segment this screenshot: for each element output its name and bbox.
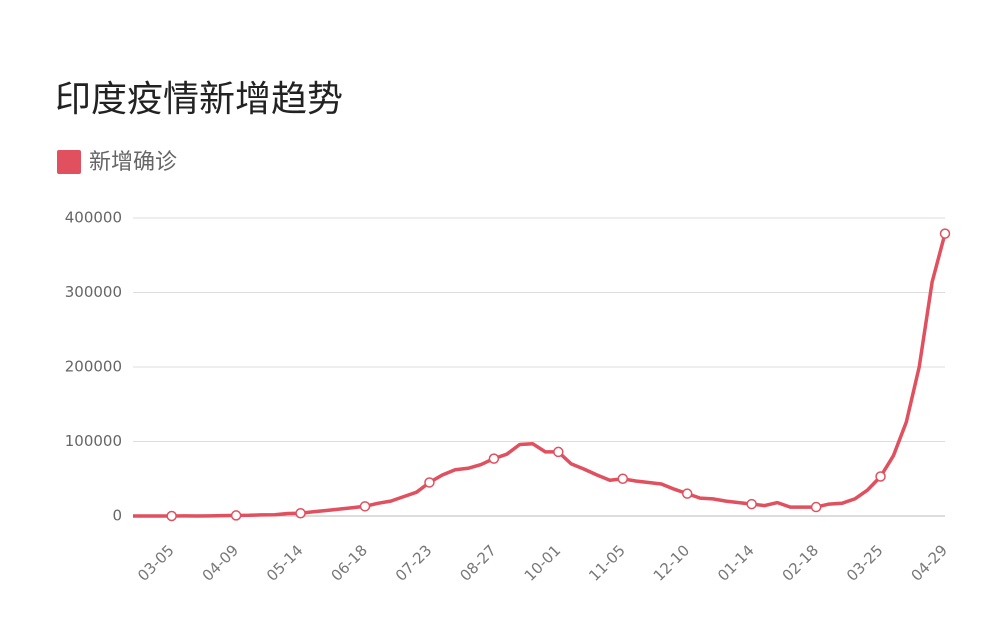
- point: [810, 501, 822, 513]
- point: [939, 228, 951, 239]
- x-tick-label: 01-14: [714, 541, 758, 585]
- x-tick-label: 02-18: [779, 541, 823, 585]
- y-tick-label: 300000: [65, 283, 122, 301]
- point: [553, 446, 564, 458]
- y-tick-label: 100000: [65, 432, 122, 450]
- x-tick-label: 03-05: [134, 541, 178, 585]
- point: [681, 488, 693, 499]
- y-tick-label: 0: [112, 507, 122, 525]
- y-tick-label: 400000: [65, 209, 122, 227]
- x-tick-label: 12-10: [650, 541, 694, 585]
- x-tick-label: 07-23: [392, 541, 436, 585]
- point: [359, 501, 371, 512]
- point: [424, 477, 435, 488]
- point: [875, 471, 886, 482]
- x-tick-label: 03-25: [843, 541, 887, 585]
- x-tick-label: 05-14: [263, 541, 307, 585]
- point: [295, 507, 306, 519]
- legend-label: 新增确诊: [89, 150, 177, 175]
- point: [488, 453, 500, 464]
- x-tick-label: 08-27: [456, 541, 500, 585]
- x-tick-label: 10-01: [521, 541, 565, 585]
- point: [746, 498, 757, 510]
- y-tick-label: 200000: [65, 358, 122, 376]
- point: [166, 510, 177, 522]
- x-tick-label: 04-09: [199, 541, 243, 585]
- point: [617, 473, 629, 484]
- x-tick-label: 06-18: [327, 541, 371, 585]
- point: [230, 510, 242, 521]
- x-tick-label: 11-05: [585, 541, 629, 585]
- line: [133, 233, 947, 518]
- legend-swatch: [57, 150, 81, 174]
- chart-title: 印度疫情新增趋势: [55, 79, 343, 120]
- x-tick-label: 04-29: [907, 541, 951, 585]
